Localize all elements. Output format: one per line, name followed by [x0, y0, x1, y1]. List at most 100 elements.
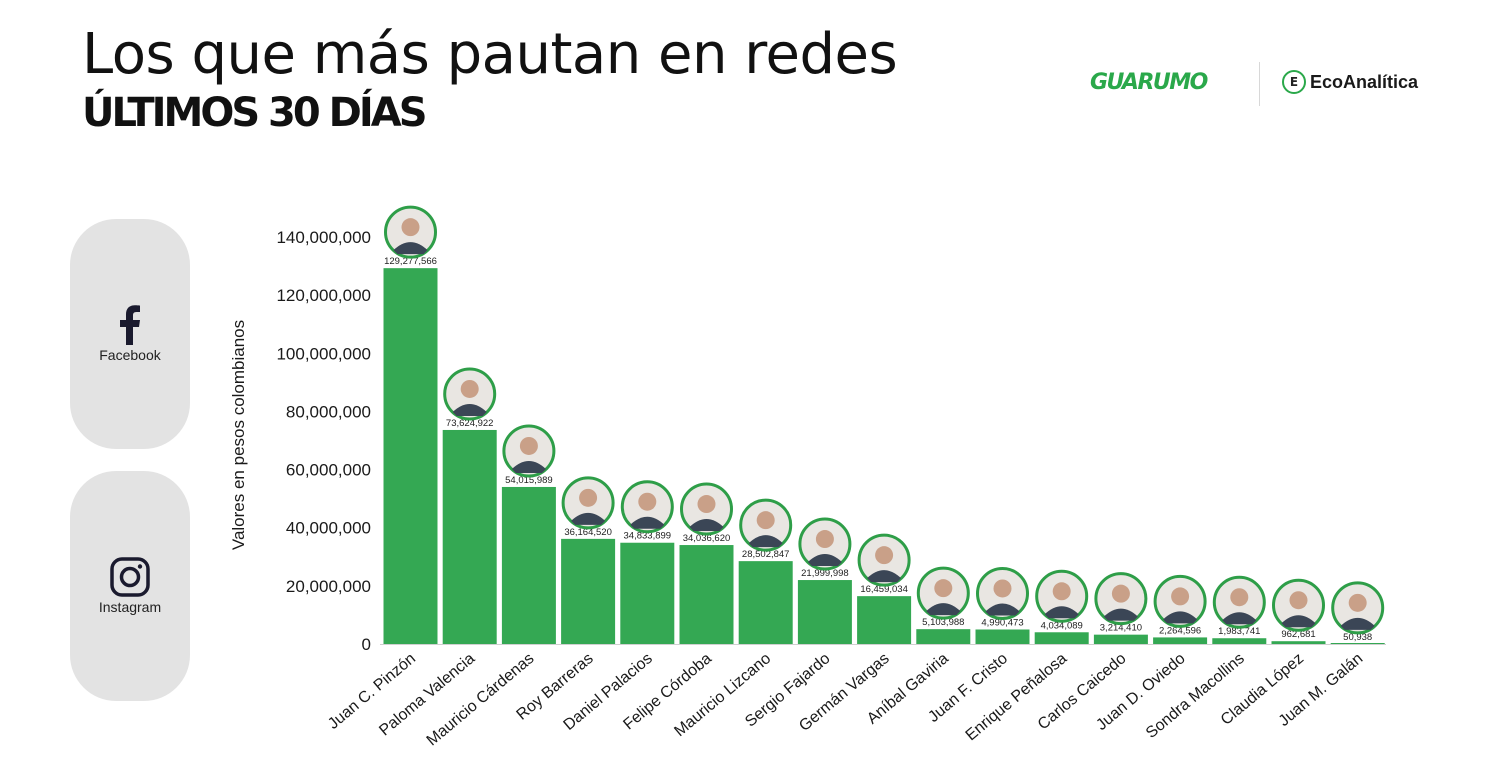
- person-head-icon: [1348, 593, 1367, 612]
- bar: [738, 561, 793, 644]
- avatar: [502, 424, 556, 478]
- bar: [797, 580, 852, 644]
- avatar: [1094, 572, 1148, 626]
- y-tick-label: 80,000,000: [286, 402, 371, 421]
- data-label: 28,502,847: [742, 549, 790, 560]
- person-body-icon: [1044, 606, 1079, 619]
- bar: [561, 538, 616, 644]
- data-label: 73,624,922: [446, 418, 494, 429]
- data-label: 5,103,988: [922, 617, 964, 628]
- data-label: 34,036,620: [683, 533, 731, 544]
- avatar: [561, 476, 615, 530]
- person-body-icon: [867, 570, 902, 583]
- person-body-icon: [748, 535, 783, 548]
- y-tick-label: 60,000,000: [286, 461, 371, 480]
- person-head-icon: [519, 436, 538, 455]
- y-tick-label: 140,000,000: [276, 228, 371, 247]
- y-tick-label: 0: [362, 635, 371, 654]
- person-head-icon: [1289, 591, 1308, 610]
- avatar: [1035, 569, 1089, 623]
- y-axis: 0 20,000,000 40,000,000 60,000,000 80,000,00…: [276, 228, 371, 654]
- avatar: [384, 205, 437, 259]
- person-body-icon: [571, 512, 606, 525]
- person-head-icon: [875, 546, 894, 565]
- person-body-icon: [630, 516, 665, 529]
- bar: [1153, 637, 1208, 644]
- person-head-icon: [1171, 587, 1190, 606]
- person-head-icon: [993, 579, 1012, 598]
- avatar: [976, 566, 1029, 620]
- ecoanalitica-icon: E: [1282, 70, 1306, 94]
- person-head-icon: [697, 495, 716, 514]
- avatar: [1272, 578, 1325, 632]
- instagram-label: Instagram: [98, 599, 162, 615]
- data-label: 4,034,089: [1041, 620, 1083, 631]
- page-title: Los que más pautan en redes: [82, 22, 898, 87]
- person-head-icon: [638, 492, 657, 511]
- facebook-label: Facebook: [99, 347, 161, 363]
- person-head-icon: [1052, 582, 1071, 601]
- person-body-icon: [511, 460, 546, 473]
- data-label: 4,990,473: [981, 617, 1023, 628]
- avatar: [1212, 575, 1266, 629]
- page-subtitle: ÚLTIMOS 30 DÍAS: [82, 90, 427, 136]
- bar: [1330, 643, 1385, 644]
- ecoanalitica-label: EcoAnalítica: [1310, 71, 1419, 92]
- person-body-icon: [1103, 608, 1138, 621]
- data-label: 54,015,989: [505, 475, 553, 486]
- x-tick-label: Enrique Peñalosa: [963, 650, 1071, 744]
- person-head-icon: [460, 379, 479, 398]
- instagram-card[interactable]: Instagram: [70, 471, 190, 701]
- person-body-icon: [1281, 615, 1316, 628]
- person-head-icon: [815, 530, 834, 549]
- logo-divider: [1259, 62, 1260, 106]
- bar: [501, 486, 556, 644]
- bar: [620, 542, 675, 644]
- person-head-icon: [756, 511, 775, 530]
- y-tick-label: 120,000,000: [276, 286, 371, 305]
- person-head-icon: [1230, 588, 1249, 607]
- avatar: [680, 482, 733, 536]
- y-tick-label: 40,000,000: [286, 519, 371, 538]
- avatar: [620, 480, 674, 534]
- bar: [1034, 632, 1089, 644]
- avatar: [443, 367, 497, 421]
- person-head-icon: [1111, 584, 1130, 603]
- data-label: 36,164,520: [564, 527, 612, 538]
- x-tick-label: Mauricio Cárdenas: [424, 650, 538, 749]
- ecoanalitica-logo: E EcoAnalítica: [1282, 70, 1418, 94]
- person-head-icon: [934, 579, 953, 598]
- data-label: 16,459,034: [860, 584, 908, 595]
- person-body-icon: [926, 603, 961, 616]
- bar: [975, 629, 1030, 644]
- data-label: 34,833,899: [624, 531, 672, 542]
- bar: [383, 268, 438, 644]
- avatar: [739, 498, 793, 552]
- y-tick-label: 100,000,000: [276, 344, 371, 363]
- avatar: [798, 517, 852, 571]
- facebook-icon: [120, 305, 140, 345]
- person-body-icon: [689, 519, 724, 532]
- data-label: 129,277,566: [384, 256, 437, 267]
- data-label: 50,938: [1343, 632, 1372, 643]
- guarumo-logo: GUARUMO: [1090, 70, 1208, 95]
- person-head-icon: [401, 218, 420, 237]
- x-tick-label: Sondra Macollins: [1143, 650, 1248, 742]
- person-body-icon: [452, 403, 487, 416]
- data-label: 3,214,410: [1100, 623, 1142, 634]
- avatar: [1331, 581, 1385, 635]
- data-label: 21,999,998: [801, 568, 849, 579]
- facebook-card[interactable]: Facebook: [70, 219, 190, 449]
- person-body-icon: [807, 554, 842, 567]
- person-body-icon: [1163, 611, 1198, 624]
- avatar: [857, 533, 911, 587]
- bar: [1212, 638, 1267, 644]
- person-body-icon: [1340, 617, 1375, 630]
- bar: [1271, 641, 1326, 644]
- bar: [916, 629, 971, 644]
- bar: [679, 545, 734, 644]
- bar: [1093, 634, 1148, 644]
- data-label: 1,983,741: [1218, 626, 1260, 637]
- person-head-icon: [579, 488, 598, 507]
